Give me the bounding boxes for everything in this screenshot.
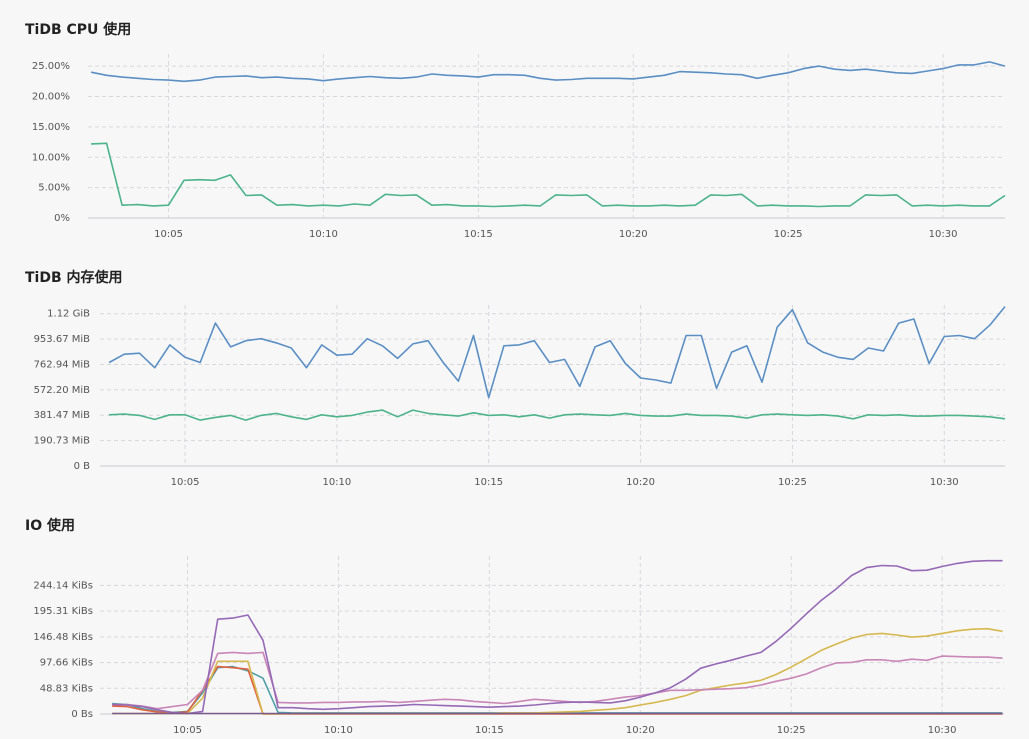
series-line bbox=[108, 306, 1006, 399]
x-tick-label: 10:30 bbox=[929, 229, 958, 240]
y-tick-label: 25.00% bbox=[32, 61, 70, 72]
x-tick-label: 10:10 bbox=[322, 477, 351, 488]
y-tick-label: 953.67 MiB bbox=[34, 334, 91, 345]
series-line bbox=[112, 627, 1003, 715]
x-tick-label: 10:20 bbox=[626, 725, 655, 736]
chart-title: TiDB 内存使用 bbox=[25, 269, 123, 286]
y-tick-label: 572.20 MiB bbox=[34, 385, 91, 396]
y-tick-label: 381.47 MiB bbox=[34, 410, 91, 421]
x-tick-label: 10:05 bbox=[154, 229, 183, 240]
x-tick-label: 10:05 bbox=[171, 477, 200, 488]
chart-title: TiDB CPU 使用 bbox=[25, 21, 131, 38]
y-tick-label: 97.66 KiBs bbox=[40, 658, 93, 669]
x-tick-label: 10:30 bbox=[930, 477, 959, 488]
y-tick-label: 190.73 MiB bbox=[34, 436, 91, 447]
x-tick-label: 10:25 bbox=[778, 477, 807, 488]
y-tick-label: 15.00% bbox=[32, 122, 70, 133]
x-tick-label: 10:30 bbox=[928, 725, 957, 736]
chart-title: IO 使用 bbox=[25, 517, 75, 534]
series-line bbox=[112, 559, 1003, 715]
x-tick-label: 10:20 bbox=[619, 229, 648, 240]
x-tick-label: 10:10 bbox=[324, 725, 353, 736]
y-tick-label: 10.00% bbox=[32, 152, 70, 163]
y-tick-label: 48.83 KiBs bbox=[40, 683, 93, 694]
series-line bbox=[112, 651, 1003, 710]
x-tick-label: 10:15 bbox=[475, 725, 504, 736]
series-line bbox=[112, 665, 1003, 714]
y-tick-label: 146.48 KiBs bbox=[33, 632, 93, 643]
y-tick-label: 5.00% bbox=[38, 183, 70, 194]
series-line bbox=[112, 665, 1003, 715]
y-tick-label: 0 B bbox=[74, 461, 91, 472]
x-tick-label: 10:05 bbox=[173, 725, 202, 736]
y-tick-label: 244.14 KiBs bbox=[33, 580, 93, 591]
series-line bbox=[90, 61, 1006, 83]
x-tick-label: 10:20 bbox=[626, 477, 655, 488]
series-line bbox=[91, 142, 1006, 208]
series-line bbox=[109, 409, 1006, 421]
x-tick-label: 10:15 bbox=[474, 477, 503, 488]
y-tick-label: 0 Bs bbox=[71, 709, 93, 720]
y-tick-label: 1.12 GiB bbox=[47, 309, 90, 320]
y-tick-label: 762.94 MiB bbox=[34, 359, 91, 370]
x-tick-label: 10:10 bbox=[309, 229, 338, 240]
y-tick-label: 195.31 KiBs bbox=[33, 606, 93, 617]
x-tick-label: 10:15 bbox=[464, 229, 493, 240]
y-tick-label: 0% bbox=[54, 213, 70, 224]
y-tick-label: 20.00% bbox=[32, 92, 70, 103]
x-tick-label: 10:25 bbox=[777, 725, 806, 736]
x-tick-label: 10:25 bbox=[774, 229, 803, 240]
